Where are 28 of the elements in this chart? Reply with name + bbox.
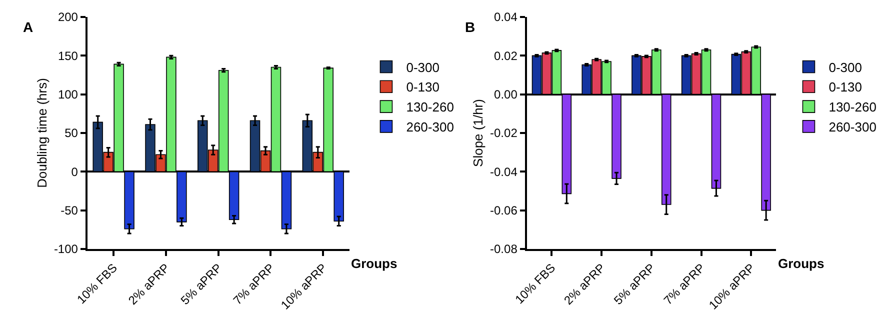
legend-label: 130-260 bbox=[828, 100, 876, 115]
y-tick-label: 150 bbox=[58, 48, 78, 63]
y-tick-label: 0.02 bbox=[494, 48, 518, 63]
legend-label: 260-300 bbox=[406, 120, 454, 135]
y-tick-label: -0.02 bbox=[490, 126, 518, 140]
y-tick-label: 0.04 bbox=[494, 10, 518, 24]
y-tick-label: -0.08 bbox=[490, 242, 518, 256]
legend-label: 0-130 bbox=[828, 80, 862, 95]
y-tick-label: 100 bbox=[58, 88, 78, 102]
legend-label: 130-260 bbox=[406, 100, 454, 115]
x-axis-title: Groups bbox=[351, 256, 398, 271]
legend-label: 0-300 bbox=[406, 60, 440, 75]
chart-title: B bbox=[465, 19, 476, 35]
y-tick-label: 0.00 bbox=[494, 88, 518, 102]
x-axis-title: Groups bbox=[778, 256, 824, 271]
legend-label: 260-300 bbox=[828, 120, 876, 135]
y-tick-label: -0.04 bbox=[490, 164, 518, 179]
y-tick-label: -100 bbox=[54, 242, 78, 256]
legend-label: 0-300 bbox=[828, 60, 862, 75]
chart-title: A bbox=[23, 19, 34, 35]
y-tick-label: -50 bbox=[60, 204, 78, 218]
y-axis-title: Slope (1/hr) bbox=[470, 99, 486, 167]
y-tick-label: 50 bbox=[64, 126, 78, 140]
y-axis-title: Doubling time (hrs) bbox=[34, 78, 50, 188]
y-tick-label: -0.06 bbox=[490, 204, 518, 218]
y-tick-label: 200 bbox=[58, 10, 78, 24]
legend-label: 0-130 bbox=[406, 80, 440, 95]
y-tick-label: 0 bbox=[71, 164, 78, 179]
